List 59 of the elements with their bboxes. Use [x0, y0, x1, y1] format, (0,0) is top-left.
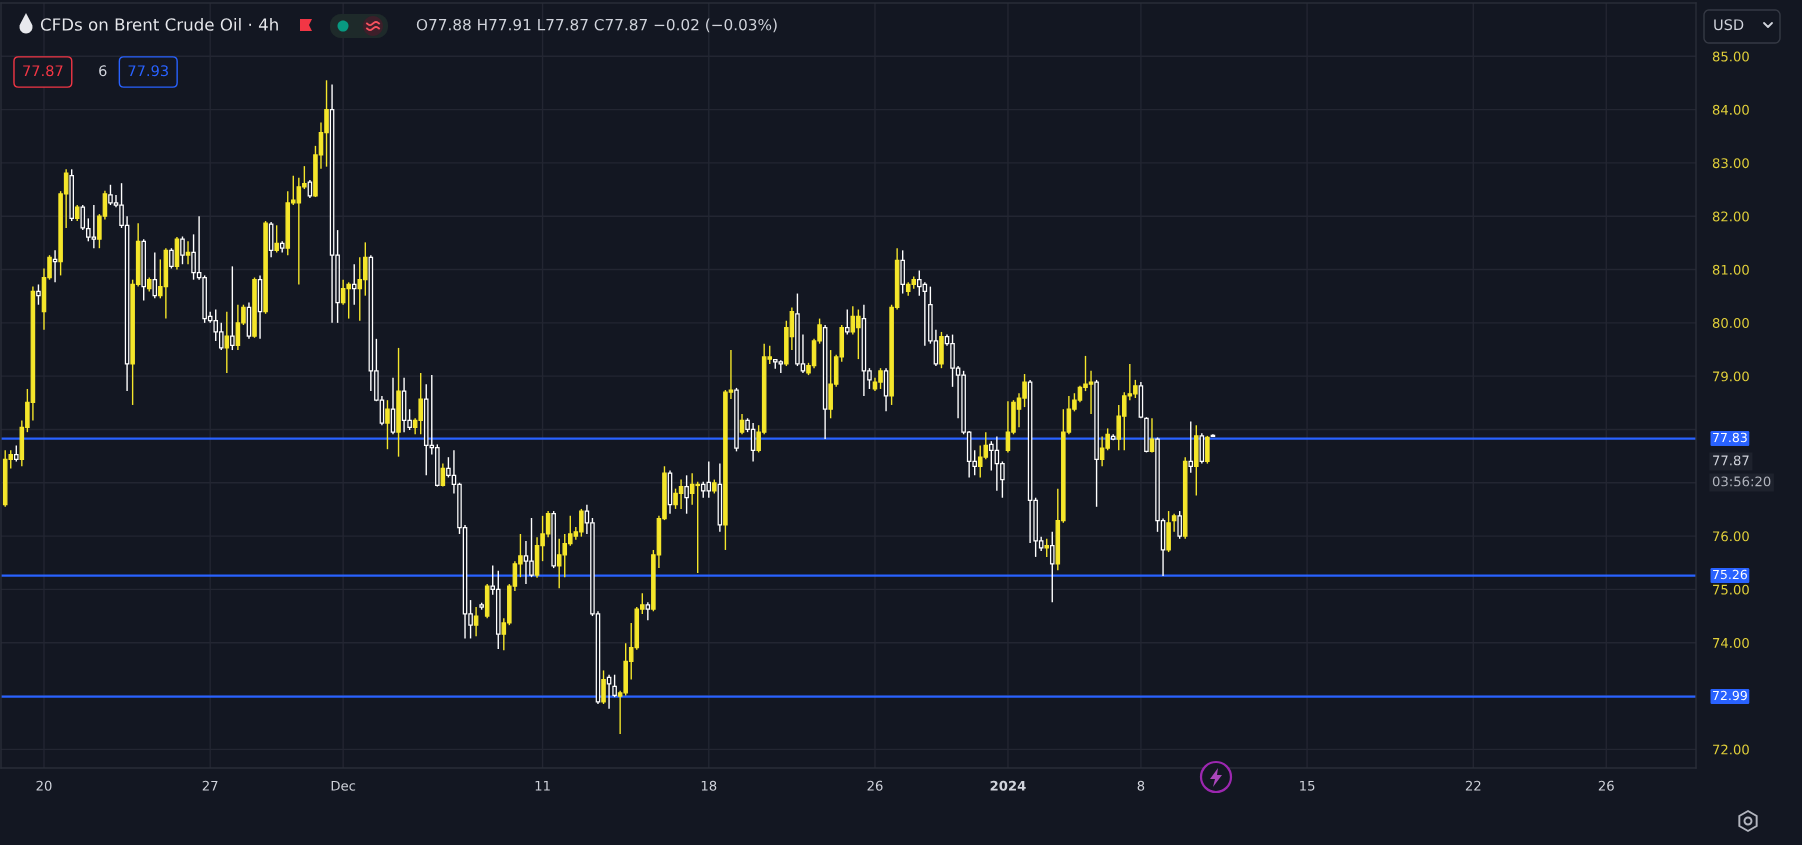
x-tick-label: 8: [1137, 780, 1145, 791]
text: 03:56:20: [1712, 476, 1771, 487]
candlestick: [684, 474, 689, 515]
candlestick: [152, 251, 158, 300]
x-tick-label: 2024: [990, 780, 1026, 791]
ref-line-label: 75.26: [1713, 569, 1747, 580]
x-tick-label: 27: [202, 780, 218, 791]
candlestick: [1049, 531, 1055, 603]
y-tick-label: 74.00: [1713, 637, 1749, 648]
y-tick-label: 76.00: [1713, 531, 1749, 542]
candlestick: [180, 235, 185, 265]
y-tick-label: 79.00: [1713, 371, 1749, 382]
candlestick: [473, 606, 479, 638]
ref-line-label: 77.83: [1713, 432, 1747, 443]
candlestick: [224, 310, 230, 374]
text: CFDs on Brent Crude Oil · 4h: [40, 17, 278, 31]
y-axis-title: USD: [1714, 19, 1744, 31]
x-tick-label: 18: [701, 780, 717, 791]
candlestick: [169, 247, 174, 270]
candlestick: [307, 179, 313, 199]
x-tick-label: 20: [36, 780, 52, 791]
candlestick: [1205, 435, 1210, 465]
y-tick-label: 75.00: [1713, 584, 1749, 595]
y-tick-label: 72.00: [1713, 744, 1749, 755]
y-tick-label: 84.00: [1712, 104, 1749, 115]
candlestick: [36, 283, 41, 306]
candlestick: [739, 413, 745, 435]
candlestick: [1044, 538, 1050, 558]
y-tick-label: 83.00: [1712, 158, 1749, 169]
candlestick: [1188, 420, 1194, 474]
y-tick-label: 80.00: [1712, 318, 1749, 329]
text: 77.87: [1713, 455, 1749, 466]
annotation: 77.93: [128, 65, 168, 77]
candlestick: [351, 263, 357, 306]
x-tick-label: 11: [535, 780, 550, 791]
candlestick: [274, 224, 279, 254]
candlestick: [1177, 510, 1182, 540]
annotation: 77.87: [23, 65, 63, 77]
x-tick-label: 26: [867, 780, 883, 791]
x-tick-label: 15: [1300, 780, 1315, 791]
candlestick: [612, 674, 617, 698]
annotation: 6: [99, 65, 107, 77]
y-tick-label: 81.00: [1712, 264, 1749, 275]
x-tick-label: 26: [1598, 780, 1614, 791]
candlestick: [900, 249, 905, 295]
candlestick: [1149, 417, 1155, 454]
y-tick-label: 85.00: [1712, 51, 1749, 62]
text: O77.88 H77.91 L77.87 C77.87 −0.02 (−0.03%): [416, 18, 777, 33]
candlestick: [645, 601, 651, 622]
ref-line-label: 72.99: [1713, 690, 1747, 701]
candlestick: [185, 240, 191, 265]
candlestick: [230, 265, 235, 351]
y-tick-label: 82.00: [1712, 211, 1749, 222]
candlestick: [601, 669, 606, 705]
x-tick-label: Dec: [331, 780, 356, 791]
candlestick: [1171, 513, 1177, 533]
candlestick: [844, 308, 850, 336]
candlestick: [385, 399, 390, 450]
x-tick-label: 22: [1465, 780, 1481, 791]
